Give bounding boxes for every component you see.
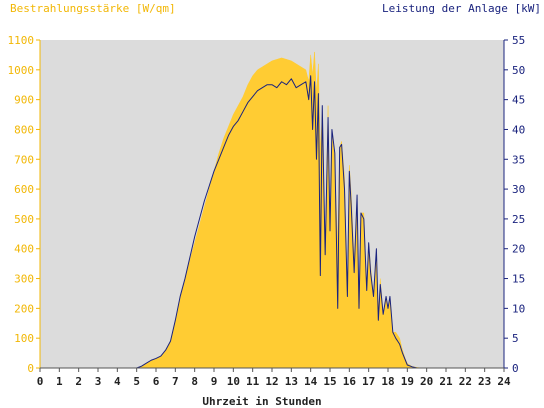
left-tick-label: 1000 [8,64,35,77]
right-tick-label: 15 [512,273,525,286]
x-tick-label: 12 [265,375,278,388]
right-tick-label: 25 [512,213,525,226]
right-tick-label: 45 [512,94,525,107]
power-line [40,75,504,369]
x-tick-label: 6 [153,375,160,388]
x-tick-label: 4 [114,375,121,388]
left-axis-title: Bestrahlungsstärke [W/qm] [10,2,176,15]
x-tick-label: 14 [304,375,318,388]
x-tick-label: 10 [227,375,240,388]
x-tick-label: 19 [401,375,414,388]
x-tick-label: 16 [343,375,357,388]
left-tick-label: 100 [14,332,34,345]
left-tick-label: 500 [14,213,34,226]
x-tick-label: 21 [439,375,453,388]
x-axis-ticks: 0 1 2 3 4 5 6 7 8 9 10 11 12 13 14 15 16 17 18 19 20 21 22 23 24 [37,368,511,388]
right-tick-label: 50 [512,64,525,77]
right-tick-label: 55 [512,34,525,47]
x-tick-label: 9 [211,375,218,388]
x-tick-label: 22 [459,375,472,388]
x-tick-label: 24 [497,375,511,388]
right-tick-label: 40 [512,123,525,136]
x-tick-label: 8 [191,375,198,388]
x-tick-label: 0 [37,375,44,388]
left-tick-label: 700 [14,153,34,166]
right-tick-label: 10 [512,302,525,315]
x-tick-label: 1 [56,375,63,388]
x-tick-label: 2 [75,375,82,388]
x-tick-label: 7 [172,375,179,388]
right-tick-label: 30 [512,183,525,196]
left-tick-label: 1100 [8,34,35,47]
right-tick-label: 20 [512,243,525,256]
x-tick-label: 5 [133,375,140,388]
left-tick-label: 600 [14,183,34,196]
x-tick-label: 15 [323,375,336,388]
right-axis-title: Leistung der Anlage [kW] [382,2,541,15]
left-tick-label: 800 [14,123,34,136]
power-line-layer [40,75,504,369]
right-tick-label: 0 [512,362,519,375]
left-tick-label: 300 [14,273,34,286]
left-axis-ticks: 0 100 200 300 400 500 600 700 800 900 1000 1100 [8,34,40,375]
right-axis-ticks: 0 5 10 15 20 25 30 35 40 45 50 55 [504,34,525,375]
x-tick-label: 11 [246,375,260,388]
left-tick-label: 200 [14,302,34,315]
x-tick-label: 18 [381,375,394,388]
x-tick-label: 20 [420,375,433,388]
right-tick-label: 5 [512,332,519,345]
x-tick-label: 3 [95,375,102,388]
left-tick-label: 400 [14,243,34,256]
x-tick-label: 17 [362,375,375,388]
x-tick-label: 13 [285,375,298,388]
x-axis-title: Uhrzeit in Stunden [202,395,321,408]
right-tick-label: 35 [512,153,525,166]
left-tick-label: 0 [27,362,34,375]
x-tick-label: 23 [478,375,491,388]
left-tick-label: 900 [14,94,34,107]
